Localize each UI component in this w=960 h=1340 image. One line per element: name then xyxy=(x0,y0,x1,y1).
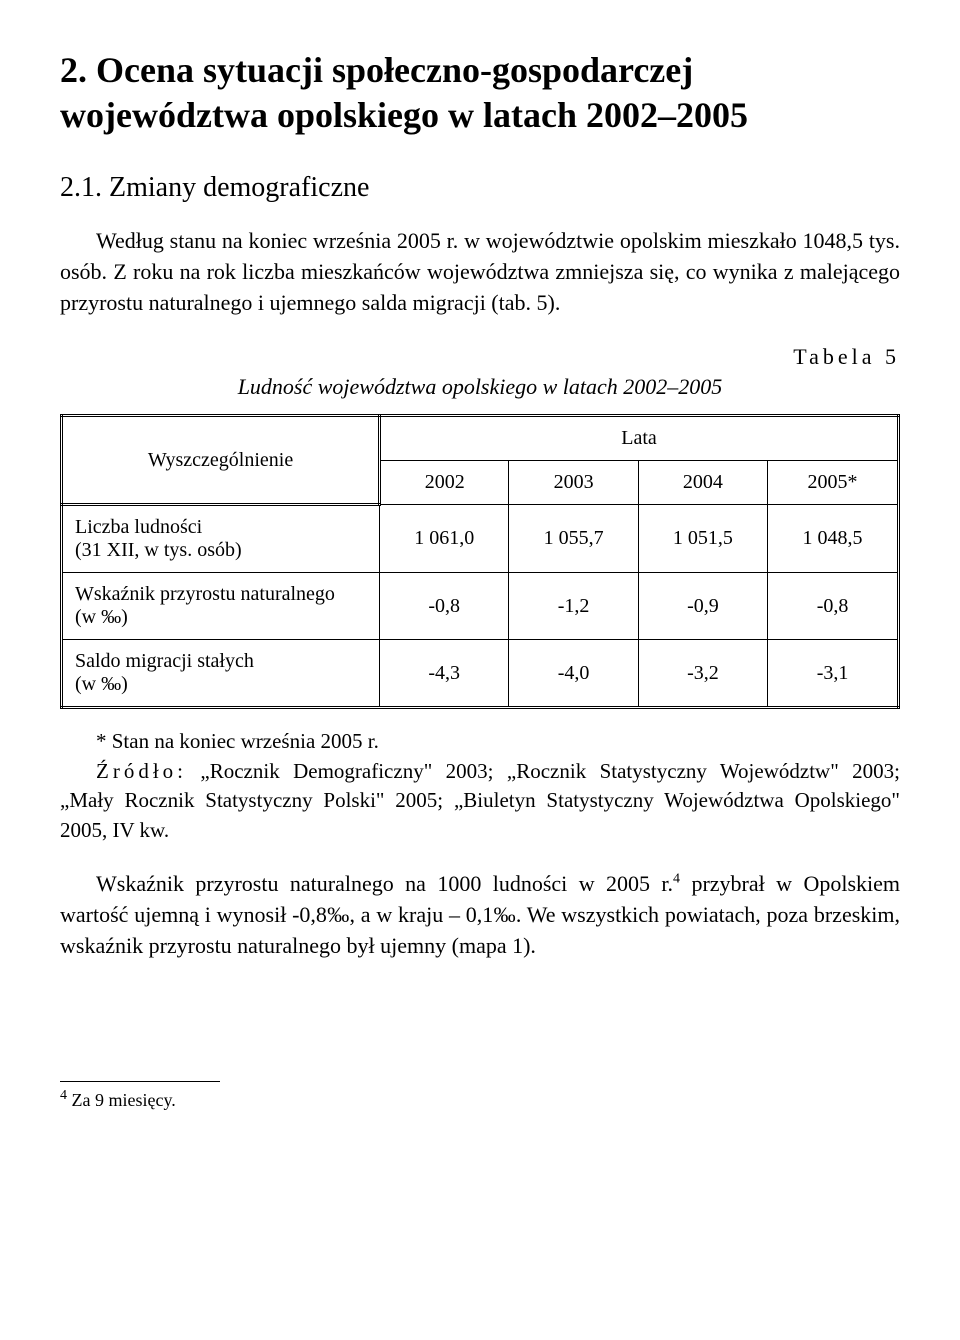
paragraph-1: Według stanu na koniec września 2005 r. … xyxy=(60,226,900,318)
year-col-2: 2004 xyxy=(638,461,767,505)
source-label: Źródło: xyxy=(96,759,187,783)
table-row-0-label: Liczba ludności (31 XII, w tys. osób) xyxy=(62,505,380,573)
page-footnote: 4 Za 9 miesięcy. xyxy=(60,1088,900,1111)
paragraph-1-text: Według stanu na koniec września 2005 r. … xyxy=(60,228,900,315)
table-row-1-v2: -0,9 xyxy=(638,573,767,640)
table-row-2-label: Saldo migracji stałych (w ‰) xyxy=(62,640,380,708)
footnote-ref-4: 4 xyxy=(673,872,680,887)
table-row-0-v2: 1 051,5 xyxy=(638,505,767,573)
table-row-2-v1: -4,0 xyxy=(509,640,638,708)
table-footnotes: * Stan na koniec września 2005 r. Źródło… xyxy=(60,727,900,845)
table-row-0-v1: 1 055,7 xyxy=(509,505,638,573)
table-row-1-v0: -0,8 xyxy=(380,573,509,640)
table-row-2-v3: -3,1 xyxy=(768,640,899,708)
table-row-0-v0: 1 061,0 xyxy=(380,505,509,573)
table-row-2-v0: -4,3 xyxy=(380,640,509,708)
year-col-3: 2005* xyxy=(768,461,899,505)
footnote-rule xyxy=(60,1081,220,1082)
footnote-text: Za 9 miesięcy. xyxy=(67,1090,176,1110)
population-table: Wyszczególnienie Lata 2002 2003 2004 200… xyxy=(60,414,900,709)
year-col-1: 2003 xyxy=(509,461,638,505)
paragraph-2: Wskaźnik przyrostu naturalnego na 1000 l… xyxy=(60,869,900,961)
footnote-marker: 4 xyxy=(60,1088,67,1103)
main-heading: 2. Ocena sytuacji społeczno-gospodarczej… xyxy=(60,48,900,138)
table-label: Tabela 5 xyxy=(60,344,900,370)
table-row-0-v3: 1 048,5 xyxy=(768,505,899,573)
table-row-1-label: Wskaźnik przyrostu naturalnego (w ‰) xyxy=(62,573,380,640)
table-footnote-star: * Stan na koniec września 2005 r. xyxy=(96,729,379,753)
table-row-2-v2: -3,2 xyxy=(638,640,767,708)
col-group-header: Lata xyxy=(380,416,899,461)
table-row-1-v1: -1,2 xyxy=(509,573,638,640)
paragraph-2a: Wskaźnik przyrostu naturalnego na 1000 l… xyxy=(96,871,673,896)
document-page: 2. Ocena sytuacji społeczno-gospodarczej… xyxy=(0,0,960,1151)
sub-heading: 2.1. Zmiany demograficzne xyxy=(60,172,900,204)
row-header: Wyszczególnienie xyxy=(62,416,380,505)
year-col-0: 2002 xyxy=(380,461,509,505)
table-title: Ludność województwa opolskiego w latach … xyxy=(60,374,900,400)
table-row-1-v3: -0,8 xyxy=(768,573,899,640)
